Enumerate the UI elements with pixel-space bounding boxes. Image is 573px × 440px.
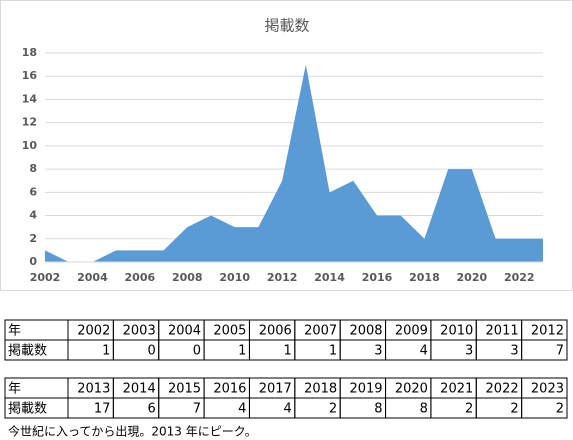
x-tick-label: 2016 <box>362 271 393 284</box>
y-tick-label: 4 <box>29 209 37 222</box>
table-cell <box>521 397 568 419</box>
year-cell: 2017 <box>259 382 292 397</box>
year-cell: 2008 <box>349 324 382 339</box>
chart-title: 掲載数 <box>264 17 309 35</box>
year-cell: 2015 <box>168 382 201 397</box>
y-tick-label: 6 <box>29 185 37 198</box>
y-tick-label: 18 <box>22 46 37 59</box>
year-cell: 2013 <box>77 382 110 397</box>
value-cell: 0 <box>193 344 201 359</box>
value-cell: 4 <box>420 344 428 359</box>
value-cell: 3 <box>374 344 382 359</box>
value-cell: 1 <box>284 344 292 359</box>
year-cell: 2011 <box>486 324 519 339</box>
year-cell: 2007 <box>304 324 337 339</box>
value-cell: 7 <box>193 402 201 417</box>
row-label: 掲載数 <box>8 343 47 359</box>
x-tick-label: 2002 <box>30 271 61 284</box>
year-cell: 2002 <box>77 324 110 339</box>
year-cell: 2014 <box>123 382 156 397</box>
x-tick-label: 2008 <box>172 271 203 284</box>
year-cell: 2003 <box>123 324 156 339</box>
x-tick-label: 2014 <box>314 271 345 284</box>
value-cell: 7 <box>556 344 564 359</box>
x-tick-label: 2012 <box>267 271 298 284</box>
row-label: 掲載数 <box>8 401 47 417</box>
value-cell: 2 <box>329 402 337 417</box>
value-cell: 8 <box>374 402 382 417</box>
y-tick-label: 16 <box>22 69 38 82</box>
year-cell: 2010 <box>440 324 473 339</box>
x-tick-label: 2006 <box>125 271 156 284</box>
y-tick-label: 10 <box>22 139 38 152</box>
table-cell <box>521 339 568 361</box>
caption: 今世紀に入ってから出現。2013 年にピーク。 <box>8 424 257 439</box>
value-cell: 2 <box>465 402 473 417</box>
area <box>45 64 543 262</box>
year-cell: 2022 <box>486 382 519 397</box>
value-cell: 3 <box>465 344 473 359</box>
year-cell: 2023 <box>531 382 564 397</box>
row-label: 年 <box>8 382 21 397</box>
value-cell: 17 <box>94 402 111 417</box>
x-tick-label: 2010 <box>219 271 250 284</box>
y-tick-label: 12 <box>22 116 37 129</box>
year-cell: 2006 <box>259 324 292 339</box>
year-cell: 2020 <box>395 382 428 397</box>
value-cell: 2 <box>556 402 564 417</box>
x-tick-label: 2022 <box>504 271 535 284</box>
year-cell: 2021 <box>440 382 473 397</box>
value-cell: 1 <box>102 344 110 359</box>
value-cell: 0 <box>147 344 155 359</box>
value-cell: 1 <box>329 344 337 359</box>
y-tick-label: 2 <box>29 232 37 245</box>
year-cell: 2018 <box>304 382 337 397</box>
y-tick-label: 8 <box>29 162 37 175</box>
year-cell: 2019 <box>349 382 382 397</box>
year-cell: 2016 <box>213 382 246 397</box>
year-cell: 2004 <box>168 324 201 339</box>
value-cell: 8 <box>420 402 428 417</box>
value-cell: 4 <box>284 402 292 417</box>
value-cell: 4 <box>238 402 246 417</box>
value-cell: 3 <box>510 344 518 359</box>
year-cell: 2009 <box>395 324 428 339</box>
x-tick-label: 2018 <box>409 271 440 284</box>
row-label: 年 <box>8 324 21 339</box>
year-cell: 2005 <box>213 324 246 339</box>
year-cell: 2012 <box>531 324 564 339</box>
x-tick-label: 2004 <box>77 271 108 284</box>
x-tick-label: 2020 <box>457 271 488 284</box>
value-cell: 2 <box>510 402 518 417</box>
value-cell: 6 <box>147 402 155 417</box>
y-tick-label: 0 <box>29 255 37 268</box>
y-tick-label: 14 <box>22 92 38 105</box>
value-cell: 1 <box>238 344 246 359</box>
